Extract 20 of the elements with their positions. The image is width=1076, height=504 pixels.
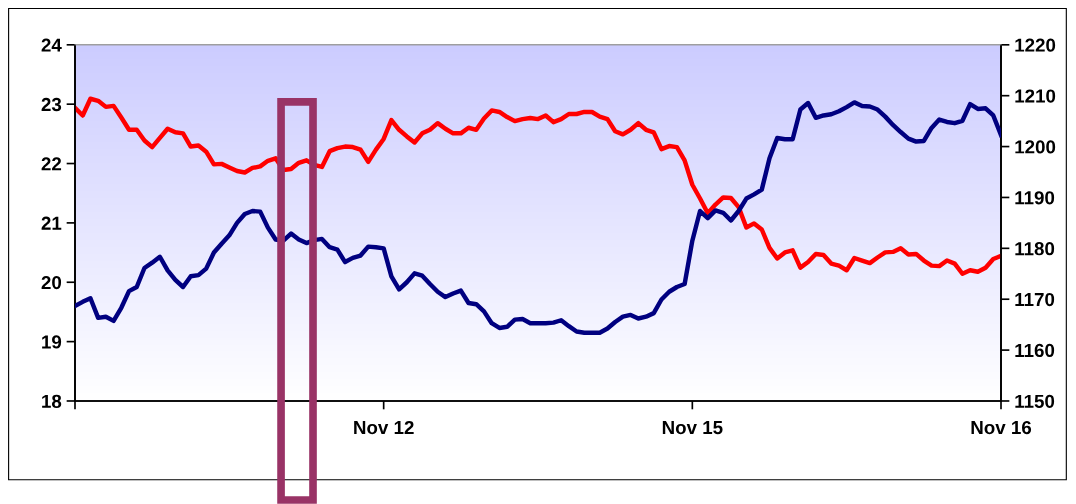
x-tick-label: Nov 15 — [662, 421, 723, 435]
y2-tick-label: 1160 — [1015, 343, 1055, 358]
y2-tick-label: 1200 — [1015, 140, 1056, 154]
y-tick-label: 18 — [42, 394, 62, 408]
y-tick-label: 23 — [41, 97, 62, 112]
y2-tick-label: 1170 — [1015, 292, 1055, 307]
y2-tick-label: 1210 — [1015, 89, 1056, 103]
line-series — [75, 96, 1001, 276]
line-series — [75, 100, 1001, 335]
y-tick-label: 22 — [41, 157, 62, 171]
y2-tick-label: 1190 — [1015, 191, 1055, 205]
y2-tick-label: 1150 — [1015, 394, 1055, 408]
y-tick-label: 19 — [42, 335, 62, 349]
x-tick-label: Nov 12 — [354, 420, 414, 435]
y-tick-label: 20 — [41, 275, 62, 290]
y-tick-label: 24 — [41, 38, 62, 52]
y-tick-label: 21 — [41, 216, 62, 230]
x-tick-label: Nov 16 — [971, 420, 1032, 435]
y2-tick-label: 1180 — [1015, 242, 1055, 256]
y2-tick-label: 1220 — [1015, 38, 1056, 52]
